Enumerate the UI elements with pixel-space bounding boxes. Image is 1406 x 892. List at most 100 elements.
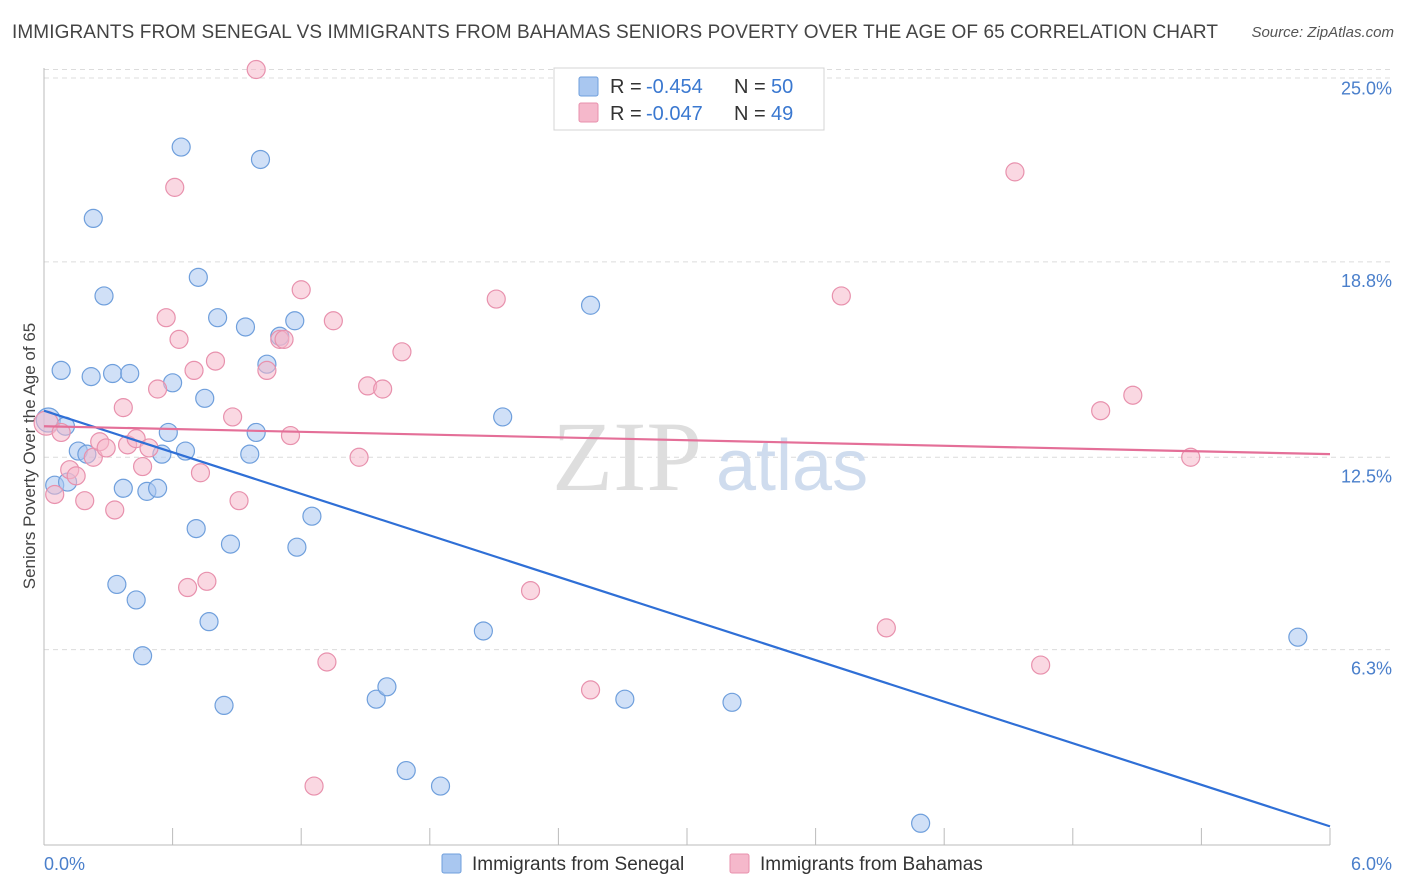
point-bahamas — [45, 484, 65, 505]
point-bahamas — [323, 311, 343, 331]
legend-bottom-swatch-senegal — [441, 853, 462, 874]
point-bahamas — [1005, 162, 1025, 182]
point-bahamas — [75, 491, 95, 511]
point-senegal — [188, 267, 208, 287]
point-senegal — [377, 677, 397, 697]
point-senegal — [94, 286, 114, 306]
y-tick-labels: 6.3% 12.5% 18.8% 25.0% — [1341, 79, 1392, 679]
point-bahamas — [169, 329, 189, 349]
legend-box — [553, 67, 825, 131]
point-bahamas — [486, 289, 506, 309]
point-bahamas — [274, 329, 294, 349]
point-bahamas — [96, 438, 116, 458]
y-tick-label: 12.5% — [1341, 466, 1392, 486]
x-tick-label-max: 6.0% — [1351, 854, 1392, 874]
legend-n-label-senegal: N = — [734, 76, 766, 98]
source-label: Source: ZipAtlas.com — [1251, 24, 1394, 41]
trendline-bahamas — [43, 425, 1331, 456]
point-bahamas — [1181, 447, 1201, 467]
point-bahamas — [1091, 401, 1111, 421]
point-bahamas — [392, 342, 412, 362]
legend-n-label-bahamas: N = — [734, 103, 766, 125]
point-bahamas — [831, 286, 851, 306]
point-senegal — [132, 646, 153, 666]
x-ticks — [43, 828, 1331, 845]
point-senegal — [171, 137, 191, 157]
point-senegal — [246, 422, 266, 443]
legend-n-value-senegal: 50 — [771, 76, 793, 98]
point-bahamas — [197, 571, 217, 591]
point-bahamas — [373, 379, 393, 399]
point-senegal — [722, 692, 742, 712]
legend-bottom-label-bahamas: Immigrants from Bahamas — [760, 854, 983, 875]
point-bahamas — [105, 500, 125, 520]
y-axis-label: Seniors Poverty Over the Age of 65 — [20, 323, 39, 589]
point-senegal — [147, 478, 168, 498]
watermark-zip: ZIP — [552, 401, 702, 512]
gridlines — [44, 69, 1392, 651]
watermark: ZIP atlas — [552, 401, 868, 512]
point-senegal — [220, 534, 241, 554]
point-senegal — [911, 813, 931, 833]
point-bahamas — [66, 466, 86, 486]
point-senegal — [615, 689, 635, 709]
point-bahamas — [349, 447, 369, 467]
point-bahamas — [280, 425, 301, 446]
chart-title: IMMIGRANTS FROM SENEGAL VS IMMIGRANTS FR… — [12, 22, 1219, 43]
point-senegal — [126, 590, 146, 610]
point-bahamas — [223, 407, 243, 427]
point-bahamas — [229, 491, 249, 511]
point-senegal — [250, 149, 271, 170]
point-bahamas — [304, 776, 324, 796]
point-senegal — [285, 311, 305, 331]
point-bahamas — [190, 463, 211, 483]
point-bahamas — [205, 351, 226, 371]
point-senegal — [580, 295, 601, 315]
legend-top: R = -0.454 N = 50 R = -0.047 N = 49 — [553, 67, 825, 131]
y-tick-label: 25.0% — [1341, 79, 1392, 99]
point-senegal — [51, 360, 71, 380]
point-senegal — [83, 208, 103, 229]
point-bahamas — [165, 177, 185, 197]
point-bahamas — [291, 280, 311, 300]
point-senegal — [113, 478, 133, 498]
y-tick-label: 6.3% — [1351, 659, 1392, 679]
point-bahamas — [246, 59, 266, 80]
x-tick-label-min: 0.0% — [44, 854, 85, 874]
point-senegal — [396, 760, 416, 781]
legend-r-value-bahamas: -0.047 — [646, 103, 703, 125]
legend-bottom-swatch-bahamas — [729, 853, 750, 874]
point-bahamas — [520, 581, 541, 601]
point-senegal — [493, 407, 513, 427]
point-bahamas — [184, 360, 204, 380]
watermark-atlas: atlas — [716, 426, 868, 506]
point-bahamas — [51, 422, 71, 443]
legend-bottom-label-senegal: Immigrants from Senegal — [472, 854, 684, 875]
point-bahamas — [147, 379, 168, 399]
point-senegal — [473, 621, 493, 641]
trendline-senegal — [43, 409, 1331, 828]
point-senegal — [430, 776, 451, 796]
legend-swatch-senegal — [578, 76, 599, 97]
point-senegal — [287, 537, 307, 557]
data-points — [33, 59, 1308, 833]
point-bahamas — [317, 652, 337, 672]
point-bahamas — [178, 577, 198, 598]
point-bahamas — [1031, 655, 1051, 675]
point-senegal — [214, 695, 234, 716]
legend-bottom: Immigrants from Senegal Immigrants from … — [441, 853, 983, 875]
legend-r-value-senegal: -0.454 — [646, 76, 703, 98]
point-senegal — [158, 422, 178, 443]
point-senegal — [120, 363, 140, 384]
point-senegal — [1288, 627, 1308, 647]
point-senegal — [186, 518, 206, 539]
y-tick-label: 18.8% — [1341, 271, 1392, 291]
point-bahamas — [876, 618, 896, 638]
point-senegal — [199, 612, 219, 632]
legend-swatch-bahamas — [578, 102, 599, 123]
legend-r-label-senegal: R = — [610, 76, 642, 98]
legend-n-value-bahamas: 49 — [771, 103, 793, 125]
point-senegal — [208, 308, 228, 328]
trend-lines — [43, 409, 1331, 828]
